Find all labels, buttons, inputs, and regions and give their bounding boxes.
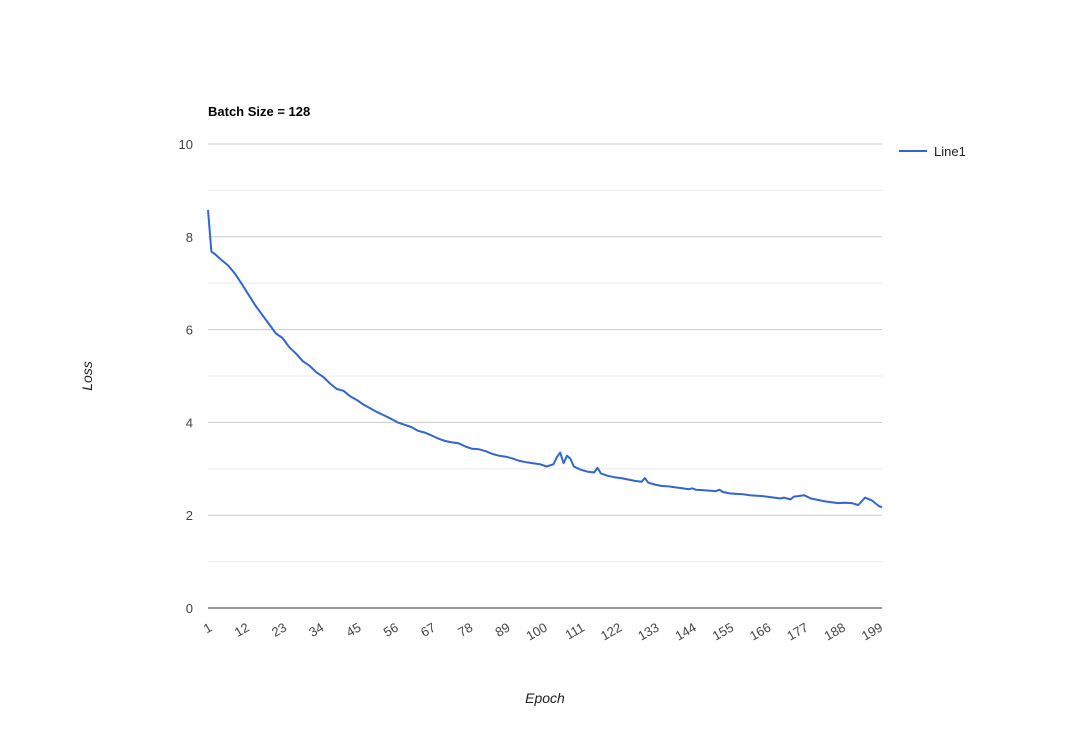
x-tick-label: 45 [343, 620, 363, 640]
y-axis-ticks: 0 2 4 6 8 10 [179, 137, 193, 616]
x-tick-label: 89 [493, 620, 513, 640]
x-axis-label: Epoch [525, 690, 565, 706]
x-tick-label: 177 [784, 620, 810, 644]
legend-label-line1: Line1 [934, 144, 966, 159]
x-tick-label: 199 [859, 620, 885, 644]
y-tick-label: 10 [179, 137, 193, 152]
x-tick-label: 23 [269, 620, 289, 640]
y-axis-label: Loss [79, 361, 95, 391]
x-tick-label: 122 [598, 620, 624, 644]
x-tick-label: 78 [455, 620, 475, 640]
x-tick-label: 133 [635, 620, 661, 644]
x-tick-label: 111 [562, 620, 587, 643]
x-tick-label: 56 [381, 620, 401, 640]
x-axis-ticks: 1 12 23 34 45 56 67 78 89 100 111 122 133 144 155 166 17… [201, 620, 885, 644]
x-tick-label: 12 [232, 620, 252, 640]
y-tick-label: 8 [186, 230, 193, 245]
chart-title: Batch Size = 128 [208, 104, 310, 119]
x-tick-label: 188 [822, 620, 848, 644]
series-layer [208, 210, 882, 507]
x-tick-label: 1 [201, 620, 215, 637]
x-tick-label: 100 [524, 620, 550, 644]
x-tick-label: 67 [418, 620, 438, 640]
x-tick-label: 166 [747, 620, 773, 644]
y-tick-label: 2 [186, 508, 193, 523]
y-tick-label: 0 [186, 601, 193, 616]
x-tick-label: 34 [306, 620, 326, 640]
series-line-1[interactable] [208, 210, 882, 507]
y-tick-label: 4 [186, 415, 193, 430]
legend[interactable]: Line1 [899, 144, 966, 159]
x-tick-label: 144 [673, 620, 699, 644]
x-tick-label: 155 [710, 620, 736, 644]
y-tick-label: 6 [186, 323, 193, 338]
